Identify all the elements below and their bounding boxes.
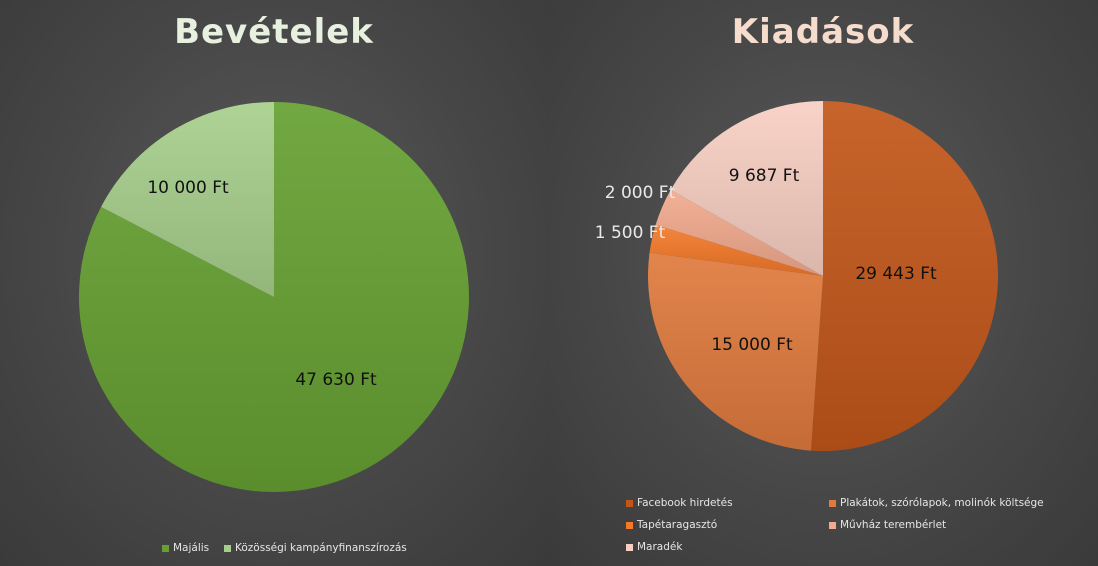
- income-legend-swatch-1: [224, 544, 231, 552]
- expense-pie-svg: 29 443 Ft 15 000 Ft 1 500 Ft 2 000 Ft 9 687 …: [595, 101, 999, 452]
- income-chart-title: Bevételek: [174, 12, 374, 52]
- expense-legend-swatch-4: [626, 543, 633, 551]
- expense-slice-0: [811, 101, 999, 452]
- expense-chart-panel: Kiadások 29 443 Ft 15 000 Ft 1 500 Ft 2 000…: [548, 0, 1098, 566]
- expense-legend-swatch-0: [626, 499, 633, 507]
- expense-data-label-2: 1 500 Ft: [595, 223, 666, 243]
- expense-data-label-3: 2 000 Ft: [605, 183, 676, 203]
- income-legend-swatch-0: [162, 544, 169, 552]
- expense-legend-item-2: Tapétaragasztó: [626, 519, 717, 531]
- expense-slice-1: [648, 252, 823, 451]
- expense-legend-item-0: Facebook hirdetés: [626, 497, 733, 509]
- expense-legend-label-2: Tapétaragasztó: [637, 519, 718, 531]
- expense-slice-3: [655, 189, 823, 276]
- income-slice-1: [101, 101, 274, 297]
- expense-data-label-1: 15 000 Ft: [711, 335, 793, 355]
- expense-data-label-0: 29 443 Ft: [855, 264, 937, 284]
- income-legend-label-1: Közösségi kampányfinanszírozás: [235, 542, 407, 554]
- expense-legend-label-0: Facebook hirdetés: [637, 497, 733, 509]
- expense-slice-4: [670, 101, 823, 276]
- expense-legend-label-3: Művház terembérlet: [840, 519, 947, 531]
- expense-legend-label-4: Maradék: [637, 541, 683, 553]
- income-legend-item-0: Majális: [162, 542, 209, 554]
- income-chart-panel: Bevételek 47 630 Ft 10 000 Ft Majális Közö…: [0, 0, 548, 566]
- income-legend-label-0: Majális: [173, 542, 210, 554]
- expense-legend-item-3: Művház terembérlet: [829, 519, 946, 531]
- income-slice-0: [78, 102, 469, 492]
- expense-legend-item-1: Plakátok, szórólapok, molinók költsége: [829, 497, 1044, 509]
- income-legend-item-1: Közösségi kampányfinanszírozás: [224, 542, 407, 554]
- income-data-label-1: 10 000 Ft: [147, 178, 229, 198]
- expense-legend-swatch-3: [829, 521, 836, 529]
- income-data-label-0: 47 630 Ft: [295, 370, 377, 390]
- expense-legend-label-1: Plakátok, szórólapok, molinók költsége: [840, 497, 1044, 509]
- expense-legend-swatch-1: [829, 499, 836, 507]
- expense-legend-item-4: Maradék: [626, 541, 682, 553]
- income-pie-svg: 47 630 Ft 10 000 Ft: [78, 101, 469, 492]
- expense-slice-2: [649, 224, 823, 276]
- expense-data-label-4: 9 687 Ft: [729, 166, 800, 186]
- expense-chart-title: Kiadások: [731, 12, 915, 52]
- expense-legend-swatch-2: [626, 521, 633, 529]
